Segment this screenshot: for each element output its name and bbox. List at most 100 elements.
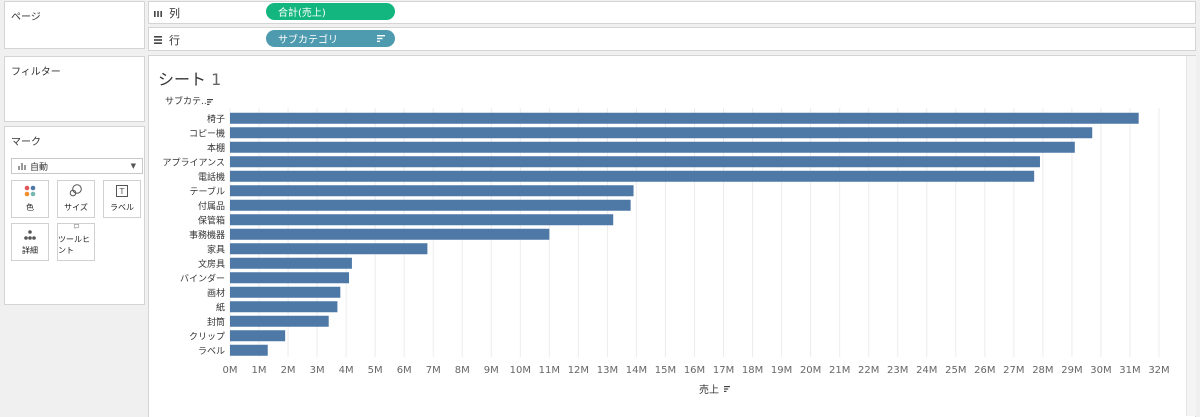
x-tick-label: 0M — [223, 365, 238, 376]
columns-pill-label: 合計(売上) — [278, 8, 326, 19]
x-tick-label: 8M — [455, 365, 470, 376]
rows-shelf-label: 行 — [153, 32, 180, 48]
x-tick-label: 26M — [974, 365, 995, 376]
bar[interactable] — [230, 257, 352, 269]
x-tick-label: 14M — [626, 365, 647, 376]
y-category-label[interactable]: 本棚 — [207, 142, 225, 154]
x-tick-label: 4M — [339, 365, 354, 376]
x-tick-label: 9M — [484, 365, 499, 376]
x-tick-label: 32M — [1148, 365, 1169, 376]
bar[interactable] — [230, 286, 341, 298]
bar[interactable] — [230, 185, 634, 197]
size-button[interactable]: サイズ — [57, 180, 95, 218]
y-category-label[interactable]: 画材 — [207, 287, 225, 299]
bar[interactable] — [230, 344, 268, 356]
y-category-label[interactable]: コピー機 — [189, 127, 225, 139]
x-tick-label: 17M — [713, 365, 734, 376]
x-tick-label: 15M — [655, 365, 676, 376]
detail-label: 詳細 — [22, 246, 38, 255]
bar[interactable] — [230, 243, 428, 255]
label-button[interactable]: T ラベル — [103, 180, 141, 218]
tooltip-icon — [73, 224, 79, 229]
x-tick-label: 23M — [887, 365, 908, 376]
sheet-title-text: シート — [158, 70, 207, 89]
y-category-label[interactable]: 文房具 — [198, 258, 225, 270]
sheet-title-number: 1 — [211, 70, 222, 89]
rows-icon — [154, 36, 162, 44]
y-category-label[interactable]: 事務機器 — [189, 229, 225, 241]
x-tick-label: 7M — [426, 365, 441, 376]
pages-card: ページ — [4, 1, 145, 49]
y-category-label[interactable]: ラベル — [198, 346, 225, 357]
bar[interactable] — [230, 315, 329, 327]
bar[interactable] — [230, 228, 550, 240]
bar-chart-icon — [18, 162, 26, 170]
y-category-label[interactable]: 紙 — [216, 301, 225, 313]
x-tick-label: 11M — [539, 365, 560, 376]
row-header[interactable]: サブカテ.. — [165, 95, 207, 107]
label-label: ラベル — [110, 203, 134, 212]
bar[interactable] — [230, 127, 1093, 139]
pages-title: ページ — [11, 12, 41, 23]
tooltip-button[interactable]: ツールヒント — [57, 223, 95, 261]
columns-pill[interactable]: 合計(売上) — [266, 3, 395, 20]
y-category-label[interactable]: アプライアンス — [163, 157, 225, 168]
rows-pill[interactable]: サブカテゴリ — [266, 30, 395, 47]
color-button[interactable]: 色 — [11, 180, 49, 218]
y-category-label[interactable]: 封筒 — [207, 316, 225, 328]
x-tick-label: 6M — [397, 365, 412, 376]
y-category-label[interactable]: クリップ — [189, 331, 225, 342]
left-panel-empty — [4, 305, 145, 417]
x-tick-label: 31M — [1119, 365, 1140, 376]
color-icon — [24, 185, 36, 197]
columns-label: 列 — [169, 7, 180, 20]
detail-icon — [24, 230, 36, 240]
x-tick-label: 3M — [310, 365, 325, 376]
x-tick-label: 13M — [597, 365, 618, 376]
sheet-title: シート 1 — [158, 66, 221, 90]
columns-icon — [154, 11, 162, 17]
bar[interactable] — [230, 301, 338, 313]
x-axis-title[interactable]: 売上 — [699, 383, 719, 396]
x-tick-label: 30M — [1090, 365, 1111, 376]
vertical-scrollbar[interactable] — [1186, 56, 1196, 416]
rows-pill-label: サブカテゴリ — [278, 35, 338, 46]
bar[interactable] — [230, 214, 614, 226]
x-tick-label: 2M — [281, 365, 296, 376]
y-category-label[interactable]: 椅子 — [207, 113, 225, 125]
bar[interactable] — [230, 170, 1035, 182]
label-icon: T — [116, 185, 128, 197]
columns-shelf[interactable] — [148, 1, 1196, 24]
x-tick-label: 28M — [1032, 365, 1053, 376]
filters-card[interactable]: フィルター — [4, 56, 145, 122]
tooltip-label: ツールヒント — [58, 235, 90, 255]
y-category-label[interactable]: バインダー — [180, 272, 225, 284]
x-tick-label: 5M — [368, 365, 383, 376]
detail-button[interactable]: 詳細 — [11, 223, 49, 261]
row-header-sort-icon[interactable] — [207, 99, 213, 105]
y-category-label[interactable]: 電話機 — [198, 171, 225, 183]
y-category-label[interactable]: テーブル — [190, 185, 225, 197]
x-axis-sort-icon[interactable] — [724, 386, 730, 392]
bar[interactable] — [230, 199, 631, 211]
mark-type-dropdown[interactable]: 自動 ▼ — [11, 158, 143, 174]
size-label: サイズ — [64, 203, 88, 212]
bar[interactable] — [230, 330, 286, 342]
x-tick-label: 24M — [916, 365, 937, 376]
y-category-label[interactable]: 保管箱 — [198, 214, 225, 226]
size-icon — [69, 184, 82, 197]
x-tick-label: 18M — [742, 365, 763, 376]
bar[interactable] — [230, 112, 1139, 124]
bar[interactable] — [230, 272, 350, 284]
bar[interactable] — [230, 141, 1075, 153]
y-category-label[interactable]: 付属品 — [198, 201, 225, 212]
x-tick-label: 27M — [1003, 365, 1024, 376]
sort-descending-icon — [377, 35, 385, 42]
mark-type-value: 自動 — [30, 162, 49, 173]
color-label: 色 — [26, 203, 34, 212]
filters-title: フィルター — [11, 67, 61, 78]
x-tick-label: 25M — [945, 365, 966, 376]
y-category-label[interactable]: 家具 — [207, 243, 225, 255]
x-tick-label: 16M — [684, 365, 705, 376]
bar[interactable] — [230, 156, 1040, 168]
